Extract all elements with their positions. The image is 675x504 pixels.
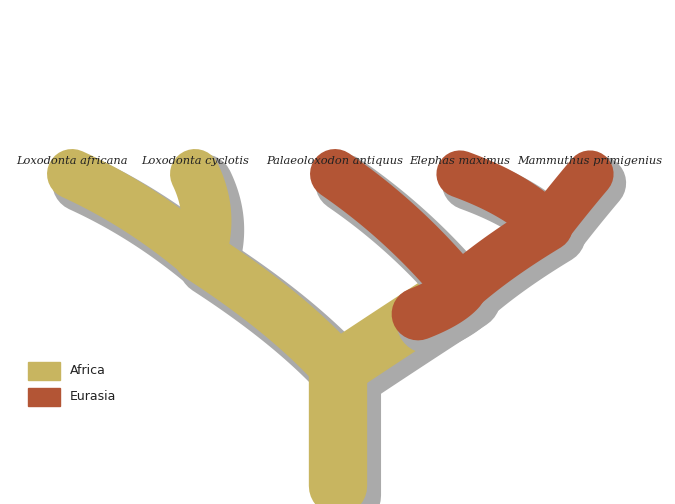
Text: Mammuthus primigenius: Mammuthus primigenius bbox=[518, 156, 663, 166]
Text: Africa: Africa bbox=[70, 364, 106, 377]
Text: Loxodonta africana: Loxodonta africana bbox=[16, 156, 128, 166]
Text: Eurasia: Eurasia bbox=[70, 391, 116, 404]
Text: Palaeoloxodon antiquus: Palaeoloxodon antiquus bbox=[267, 156, 404, 166]
Bar bbox=[28, 388, 60, 406]
Text: Loxodonta cyclotis: Loxodonta cyclotis bbox=[141, 156, 249, 166]
Bar bbox=[28, 362, 60, 380]
Text: Elephas maximus: Elephas maximus bbox=[410, 156, 510, 166]
